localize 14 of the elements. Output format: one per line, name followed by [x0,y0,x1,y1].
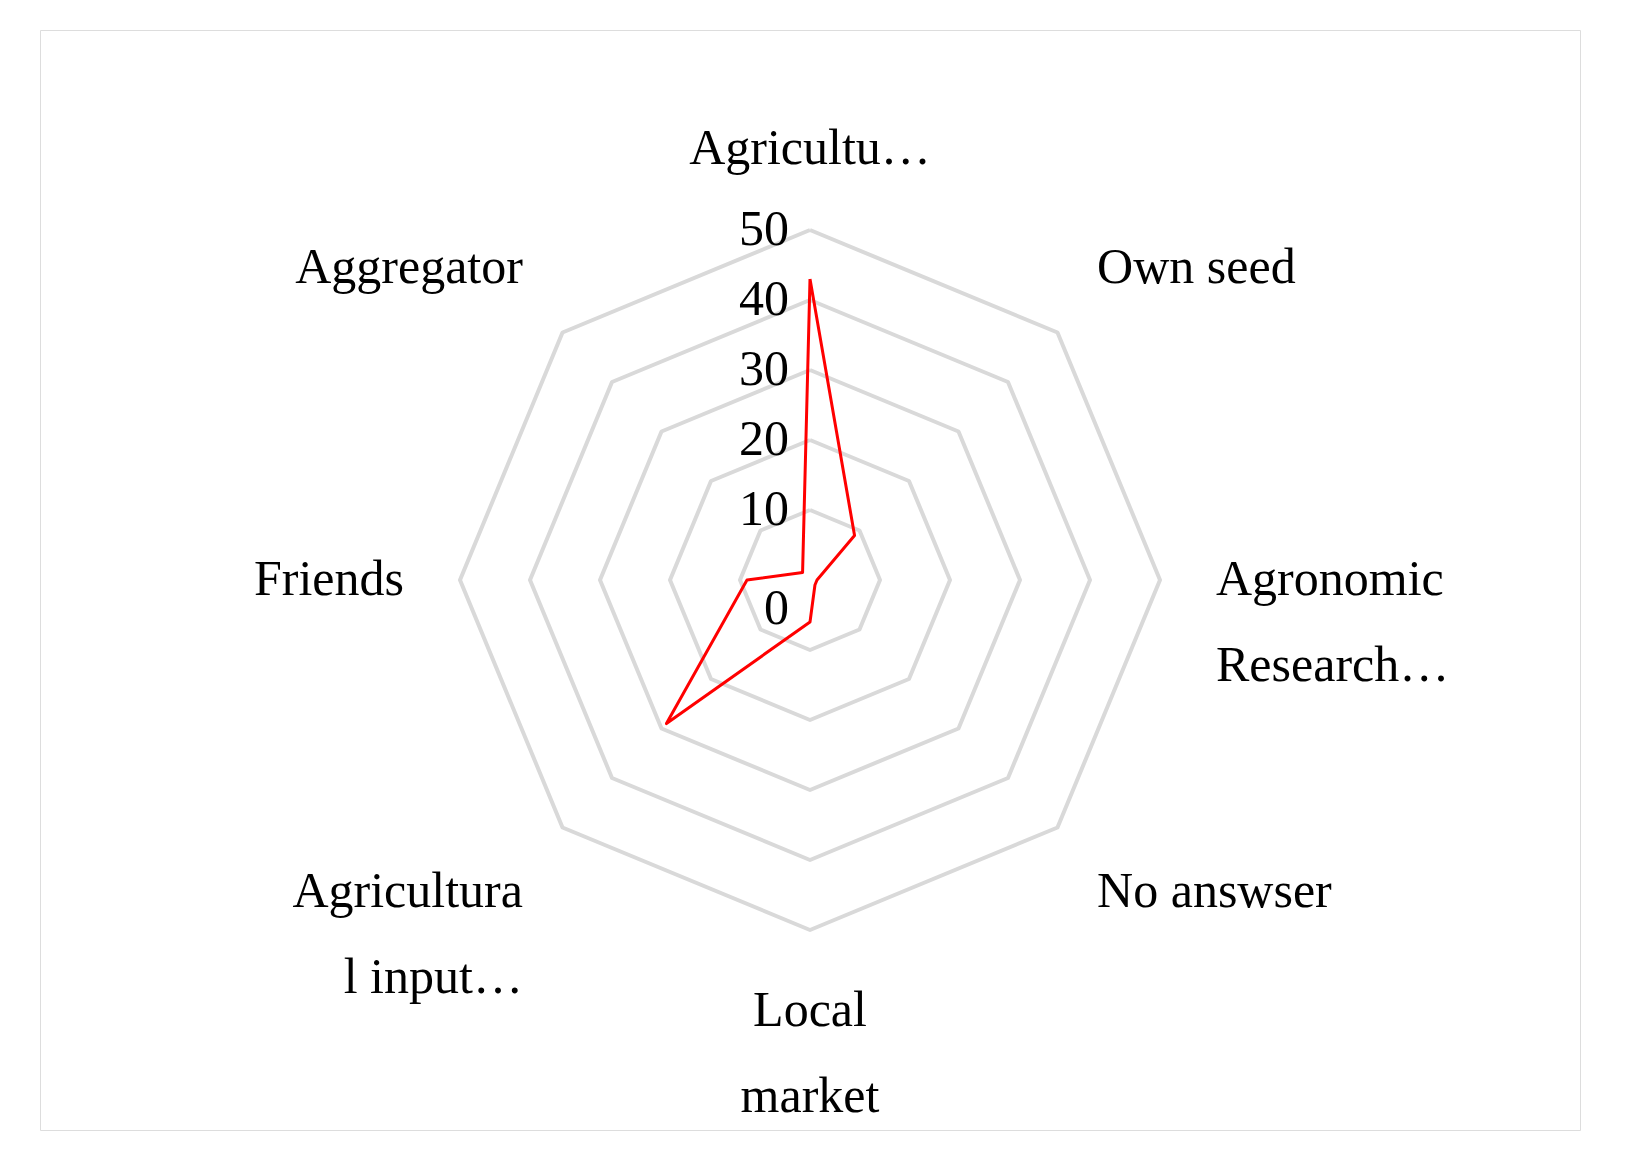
spoke-label: Agronomic Research… [1216,550,1450,692]
y-tick-label: 0 [764,579,789,635]
y-tick-label: 20 [739,410,789,466]
spoke-label: Aggregator [295,237,524,294]
spoke-label: Local market [740,981,880,1123]
spoke-label: Agricultu… [689,119,931,175]
y-tick-label: 10 [739,480,789,536]
y-tick-label: 30 [739,340,789,396]
spoke-label: Agricultura l input… [292,862,523,1005]
spoke-label: Friends [254,550,404,606]
spoke-label: Own seed [1097,237,1296,294]
spoke-label: No answser [1097,862,1333,919]
y-tick-label: 40 [739,270,789,326]
y-tick-label: 50 [739,200,789,256]
